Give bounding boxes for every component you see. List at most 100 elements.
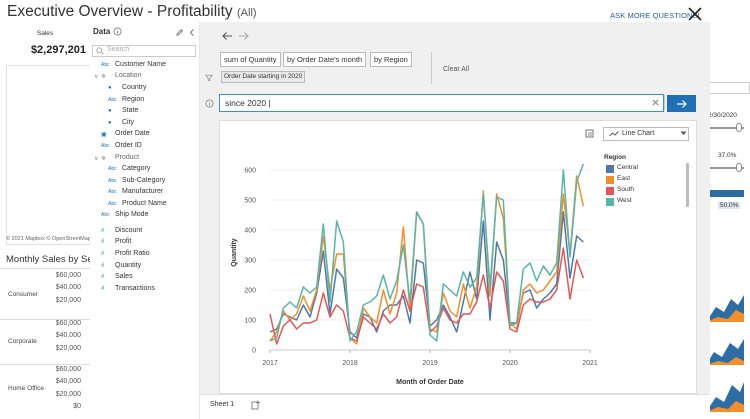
query-pill-region[interactable]: by Region xyxy=(370,52,412,67)
filter-pill-order-date[interactable]: Order Date starting in 2020 xyxy=(221,71,306,83)
field-type-icon: Abc xyxy=(108,166,117,172)
query-pill-measure[interactable]: sum of Quantity xyxy=(220,52,281,67)
field-item[interactable]: Transactions xyxy=(115,285,155,292)
line-chart-icon xyxy=(609,131,619,137)
date-slider[interactable] xyxy=(706,127,744,129)
field-item[interactable]: Ship Mode xyxy=(115,211,149,218)
y-tick: $60,000 xyxy=(55,366,81,373)
field-item[interactable]: Profit Ratio xyxy=(115,250,150,257)
y-tick: $20,000 xyxy=(55,391,81,398)
page-title-text: Executive Overview - Profitability xyxy=(7,3,233,20)
field-type-icon: # xyxy=(101,263,105,269)
search-placeholder: Search xyxy=(107,46,130,53)
viz-type-label: Line Chart xyxy=(622,130,655,137)
field-item[interactable]: Quantity xyxy=(115,262,142,269)
clear-input-icon[interactable] xyxy=(651,98,660,107)
y-tick: $60,000 xyxy=(55,320,81,327)
field-item[interactable]: Profit xyxy=(115,238,132,245)
field-item[interactable]: Product xyxy=(115,154,140,161)
field-search-input[interactable] xyxy=(92,45,196,57)
field-type-icon: Abc xyxy=(108,189,117,195)
pct-slider[interactable] xyxy=(706,167,744,169)
chevron-down-icon xyxy=(680,131,687,135)
field-type-icon: Abc xyxy=(101,62,110,68)
pill-prefix: sum of xyxy=(224,55,249,64)
x-tick-label: 2021 xyxy=(582,360,598,367)
legend-item[interactable]: West xyxy=(617,197,632,204)
expand-chevron-icon[interactable]: ∨ xyxy=(94,156,99,162)
info-icon[interactable] xyxy=(113,27,122,36)
expand-chevron-icon[interactable]: ∨ xyxy=(94,74,99,80)
field-item[interactable]: Region xyxy=(122,96,145,103)
slider-handle[interactable] xyxy=(736,163,742,172)
map-attribution: © 2021 Mapbox © OpenStreetMap xyxy=(6,236,90,242)
y-tick: $20,000 xyxy=(55,297,81,304)
right-dashboard-panel: 2/30/2020 37.0% 50.0% xyxy=(706,22,750,419)
arrow-right-icon xyxy=(677,100,687,108)
field-item[interactable]: Manufacturer xyxy=(122,188,164,195)
field-type-icon: # xyxy=(101,239,105,245)
field-type-icon: ● xyxy=(108,85,112,91)
segment-divider xyxy=(0,364,90,365)
y-tick-label: 500 xyxy=(244,198,256,205)
series-line-south xyxy=(269,247,585,345)
field-type-icon: Abc xyxy=(101,212,110,218)
field-type-icon: Abc xyxy=(108,201,117,207)
viz-container xyxy=(219,120,697,394)
clear-all-button[interactable]: Clear All xyxy=(443,66,470,73)
segment-label-consumer: Consumer xyxy=(8,291,38,298)
y-tick-label: 300 xyxy=(244,258,256,265)
field-item[interactable]: Sub-Category xyxy=(122,177,166,184)
field-item[interactable]: Product Name xyxy=(122,200,167,207)
swap-axes-icon[interactable] xyxy=(585,129,595,139)
field-item[interactable]: Sales xyxy=(115,273,133,280)
line-chart: 0 100 200 300 400 500 600 2017 2018 2019 2020 2021 M… xyxy=(231,163,598,386)
pill-divider xyxy=(431,52,432,84)
legend-item[interactable]: East xyxy=(617,175,631,182)
legend-swatch xyxy=(606,176,614,184)
forward-arrow-icon[interactable] xyxy=(238,31,250,41)
y-tick-label: 200 xyxy=(244,288,256,295)
pill-field: Order Date's xyxy=(297,55,340,64)
legend-item[interactable]: South xyxy=(617,186,634,193)
pill-prefix: by xyxy=(287,55,298,64)
field-type-icon: ● xyxy=(108,108,112,114)
query-pill-date[interactable]: by Order Date's month xyxy=(283,52,367,67)
data-pane xyxy=(90,22,200,419)
y-tick-label: 600 xyxy=(244,168,256,175)
field-item[interactable]: Discount xyxy=(115,227,143,234)
sales-kpi-value: $2,297,201 xyxy=(30,44,86,56)
legend-swatch xyxy=(606,187,614,195)
edit-pencil-icon[interactable] xyxy=(175,28,184,37)
field-item[interactable]: Order Date xyxy=(115,130,150,137)
map-view[interactable] xyxy=(6,65,90,245)
x-tick-label: 2019 xyxy=(422,360,438,367)
viz-type-dropdown[interactable] xyxy=(603,127,689,141)
segment-divider xyxy=(0,268,90,269)
segment-label-corporate: Corporate xyxy=(8,338,37,345)
page-title: Executive Overview - Profitability (All) xyxy=(7,3,257,21)
ask-question-input[interactable] xyxy=(219,94,664,112)
monthly-sales-chart: $60,000 $40,000 $20,000 Consumer $60,000… xyxy=(0,268,90,418)
collapse-chevron-icon[interactable] xyxy=(188,28,196,37)
field-type-icon: Abc xyxy=(108,178,117,184)
field-item[interactable]: Order ID xyxy=(115,142,142,149)
new-sheet-icon[interactable] xyxy=(251,400,261,410)
slider-handle[interactable] xyxy=(736,123,742,132)
field-item[interactable]: Location xyxy=(115,72,142,79)
date-filter-box[interactable] xyxy=(706,82,750,94)
field-item[interactable]: Country xyxy=(122,84,147,91)
legend-scrollbar[interactable] xyxy=(686,163,689,207)
y-tick: $40,000 xyxy=(55,284,81,291)
field-item[interactable]: City xyxy=(122,119,135,126)
back-arrow-icon[interactable] xyxy=(221,31,233,41)
legend-item[interactable]: Central xyxy=(617,164,638,171)
info-icon[interactable] xyxy=(205,99,214,108)
close-icon[interactable] xyxy=(687,6,703,22)
field-item[interactable]: State xyxy=(122,107,139,114)
sheet-tab[interactable]: Sheet 1 xyxy=(210,401,235,408)
field-item[interactable]: Category xyxy=(122,165,151,172)
ask-more-questions-link[interactable]: ASK MORE QUESTIONS! xyxy=(610,11,700,20)
field-item[interactable]: Customer Name xyxy=(115,61,166,68)
pill-field: Region xyxy=(384,55,408,64)
